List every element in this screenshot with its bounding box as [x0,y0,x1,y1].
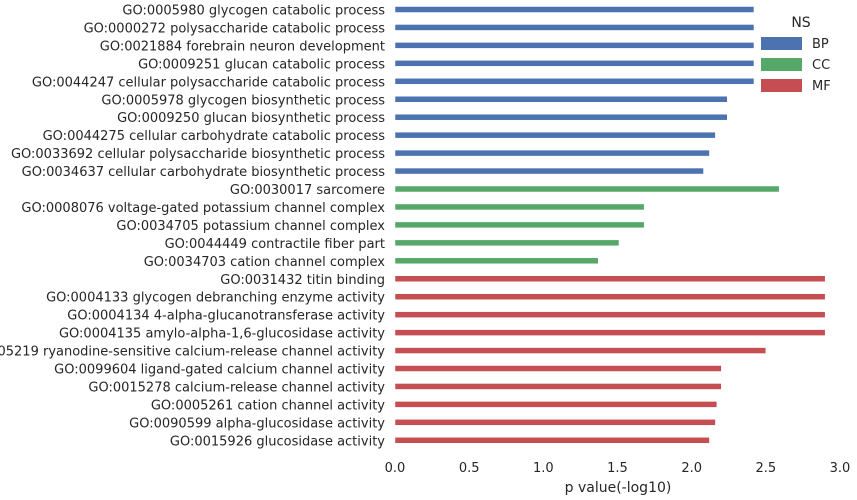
x-axis-label: p value(-log10) [565,480,672,496]
category-label: GO:0034703 cation channel complex [144,255,386,270]
category-label: GO:0005980 glycogen catabolic process [122,4,385,19]
bar-bp [394,24,755,31]
bar-cc [394,203,645,211]
bar-mf [394,347,767,354]
category-label: GO:0021884 forebrain neuron development [100,39,385,54]
bar-cc [394,239,620,247]
bar-bp [394,149,710,157]
x-tick-label: 1.0 [533,461,554,476]
bar-mf [394,419,716,426]
bar-bp [394,96,728,103]
category-label: GO:0030017 sarcomere [230,183,385,198]
x-tick-label: 0.5 [459,461,480,476]
category-label: GO:0000272 polysaccharide catabolic proc… [84,21,386,36]
bar-cc [394,185,780,193]
bar-cc [394,257,599,265]
category-label: GO:0034637 cellular carbohydrate biosynt… [22,165,386,180]
x-tick-label: 0.0 [385,461,406,476]
legend-label-cc: CC [812,58,830,73]
category-label: GO:0008076 voltage-gated potassium chann… [21,201,385,216]
bar-bp [394,6,755,13]
bar-mf [394,365,722,372]
legend-swatch-cc [761,58,802,71]
bar-mf [394,329,826,336]
category-label: GO:0044247 cellular polysaccharide catab… [32,75,385,90]
category-label: GO:0033692 cellular polysaccharide biosy… [11,147,385,162]
bar-cc [394,221,645,229]
bar-bp [394,78,755,85]
category-label: GO:0004133 glycogen debranching enzyme a… [46,291,385,306]
x-tick-label: 2.0 [681,461,702,476]
legend-label-bp: BP [812,37,829,52]
category-label: GO:0004134 4-alpha-glucanotransferase ac… [67,309,385,324]
legend-label-mf: MF [812,79,831,94]
category-label: GO:0015926 glucosidase activity [170,434,385,449]
legend-swatch-bp [761,37,802,50]
x-tick-label: 2.5 [755,461,776,476]
bar-mf [394,401,718,408]
bar-mf [394,437,710,444]
category-label: GO:0044275 cellular carbohydrate catabol… [43,129,386,144]
bar-bp [394,42,755,49]
category-label: GO:0009250 glucan biosynthetic process [117,111,385,126]
category-label: GO:0031432 titin binding [220,273,385,288]
bars-group [394,6,826,444]
x-ticks-group: 0.0 0.5 1.0 1.5 2.0 2.5 3.0 [385,461,851,476]
bar-mf [394,311,826,318]
bar-bp [394,113,728,121]
category-label: GO:0005261 cation channel activity [151,398,385,413]
category-label: GO:0044449 contractile fiber part [165,237,385,252]
legend-title: NS [791,15,810,31]
x-tick-label: 3.0 [830,461,851,476]
category-label: GO:0005978 glycogen biosynthetic process [101,93,385,108]
category-label: GO:0099604 ligand-gated calcium channel … [54,363,385,378]
category-label: GO:0005219 ryanodine-sensitive calcium-r… [0,345,385,360]
bar-bp [394,167,704,175]
category-label: GO:0009251 glucan catabolic process [138,57,385,72]
category-label: GO:0015278 calcium-release channel activ… [88,380,385,395]
category-label: GO:0090599 alpha-glucosidase activity [129,416,385,431]
category-label: GO:0004135 amylo-alpha-1,6-glucosidase a… [59,327,385,342]
legend: NS BP CC MF [761,15,831,94]
bar-bp [394,60,755,67]
legend-swatch-mf [761,79,802,92]
category-labels-group: GO:0005980 glycogen catabolic process GO:… [0,4,385,450]
bar-mf [394,275,826,282]
bar-mf [394,383,722,390]
bar-mf [394,293,826,300]
category-label: GO:0034705 potassium channel complex [116,219,385,234]
x-tick-label: 1.5 [607,461,628,476]
bar-bp [394,131,716,139]
